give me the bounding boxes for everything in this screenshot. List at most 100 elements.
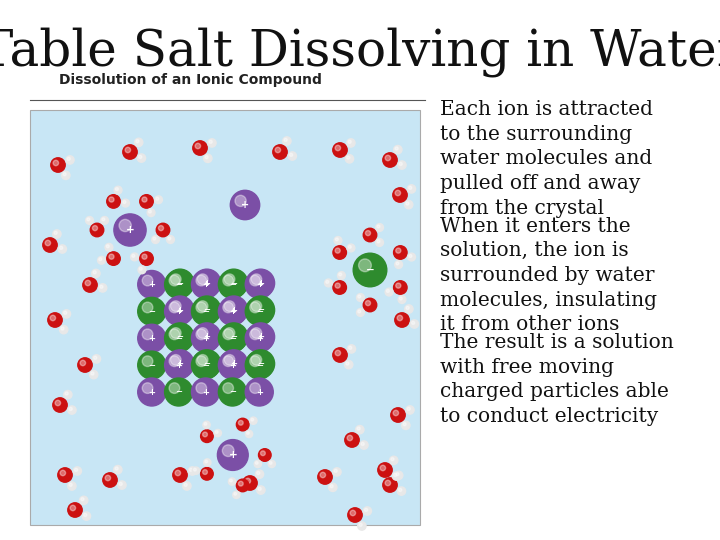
- Circle shape: [107, 252, 120, 265]
- Text: −: −: [366, 265, 374, 275]
- Circle shape: [69, 483, 72, 487]
- Circle shape: [246, 430, 253, 437]
- Circle shape: [142, 254, 147, 259]
- Circle shape: [356, 294, 364, 301]
- Circle shape: [165, 378, 193, 406]
- Text: −: −: [148, 307, 156, 316]
- Circle shape: [195, 143, 201, 148]
- Circle shape: [68, 406, 76, 414]
- Circle shape: [250, 275, 261, 286]
- Circle shape: [142, 197, 147, 202]
- Circle shape: [409, 186, 412, 190]
- Circle shape: [89, 370, 98, 379]
- Circle shape: [152, 235, 159, 244]
- Circle shape: [383, 153, 397, 167]
- Circle shape: [196, 329, 207, 340]
- Circle shape: [156, 197, 159, 200]
- Circle shape: [53, 230, 61, 238]
- Circle shape: [224, 301, 235, 312]
- Circle shape: [218, 298, 246, 326]
- Circle shape: [363, 507, 372, 515]
- Circle shape: [335, 145, 341, 151]
- Circle shape: [347, 244, 355, 252]
- Circle shape: [119, 482, 122, 485]
- Circle shape: [53, 160, 58, 166]
- Circle shape: [60, 326, 68, 334]
- Circle shape: [218, 351, 246, 379]
- Circle shape: [194, 468, 197, 471]
- Circle shape: [147, 209, 155, 217]
- Circle shape: [250, 383, 261, 394]
- Circle shape: [85, 280, 91, 286]
- Circle shape: [250, 329, 261, 340]
- Circle shape: [392, 472, 400, 480]
- Circle shape: [184, 483, 187, 487]
- Circle shape: [83, 278, 97, 292]
- Circle shape: [378, 463, 392, 477]
- Circle shape: [333, 468, 341, 476]
- Circle shape: [105, 244, 113, 251]
- Circle shape: [246, 324, 274, 352]
- Text: +: +: [148, 334, 156, 343]
- Circle shape: [348, 245, 351, 248]
- Text: −: −: [175, 280, 182, 289]
- Circle shape: [275, 147, 281, 153]
- Circle shape: [78, 358, 92, 372]
- Text: −: −: [202, 307, 209, 316]
- Circle shape: [394, 145, 402, 154]
- Circle shape: [406, 406, 414, 414]
- Circle shape: [258, 487, 261, 490]
- Circle shape: [139, 267, 143, 270]
- Circle shape: [325, 279, 333, 287]
- Circle shape: [344, 361, 353, 369]
- Circle shape: [114, 186, 122, 194]
- Text: The result is a solution
with free moving
charged particles able
to conduct elec: The result is a solution with free movin…: [440, 333, 674, 426]
- Text: −: −: [175, 334, 182, 343]
- Circle shape: [222, 445, 234, 456]
- Text: +: +: [256, 334, 263, 343]
- Circle shape: [385, 288, 393, 296]
- Circle shape: [220, 269, 248, 297]
- Circle shape: [251, 355, 262, 365]
- Circle shape: [169, 302, 180, 313]
- Circle shape: [347, 139, 355, 147]
- Circle shape: [397, 161, 406, 169]
- Circle shape: [283, 137, 291, 145]
- Circle shape: [409, 254, 412, 258]
- Circle shape: [103, 473, 117, 487]
- Circle shape: [168, 237, 171, 240]
- Circle shape: [61, 327, 64, 330]
- Circle shape: [251, 301, 262, 312]
- Circle shape: [410, 320, 418, 328]
- Circle shape: [356, 308, 364, 316]
- Circle shape: [247, 350, 274, 378]
- Circle shape: [395, 471, 402, 480]
- Circle shape: [380, 465, 386, 471]
- Circle shape: [218, 324, 246, 352]
- Circle shape: [250, 356, 261, 367]
- Circle shape: [218, 378, 246, 406]
- Circle shape: [269, 462, 272, 464]
- Circle shape: [143, 383, 153, 394]
- Circle shape: [346, 362, 349, 365]
- Circle shape: [354, 253, 387, 287]
- Circle shape: [348, 140, 351, 143]
- Circle shape: [196, 356, 207, 367]
- Circle shape: [189, 468, 193, 471]
- Text: −: −: [256, 361, 263, 369]
- Text: −: −: [148, 361, 156, 369]
- Circle shape: [251, 418, 253, 421]
- Circle shape: [166, 235, 174, 244]
- Circle shape: [118, 481, 126, 489]
- Circle shape: [143, 302, 153, 313]
- Circle shape: [70, 505, 76, 511]
- Circle shape: [99, 258, 102, 261]
- Bar: [30, 110, 420, 525]
- Circle shape: [335, 350, 341, 356]
- Circle shape: [192, 324, 220, 352]
- Circle shape: [220, 296, 248, 324]
- Circle shape: [171, 328, 181, 338]
- Circle shape: [345, 433, 359, 447]
- Circle shape: [42, 238, 57, 252]
- Circle shape: [74, 468, 78, 471]
